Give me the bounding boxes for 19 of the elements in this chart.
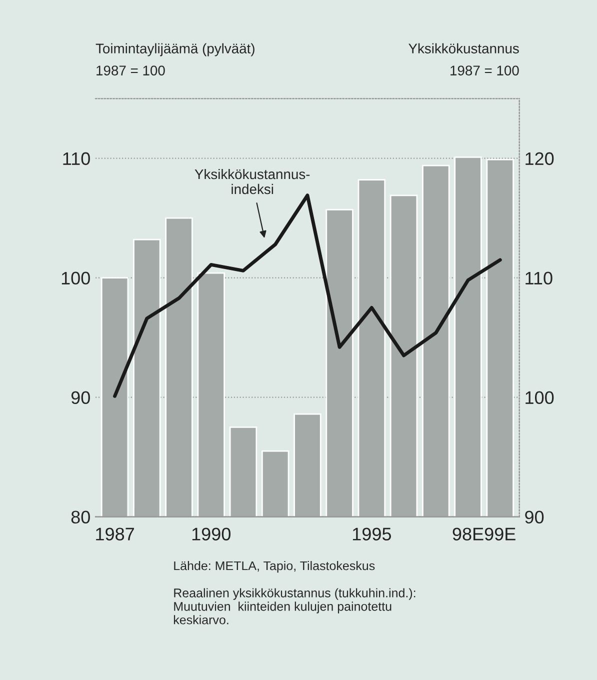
- text: Lähde: METLA, Tapio, Tilastokeskus: [174, 561, 375, 573]
- text: Reaalinen yksikkökustannus (tukkuhin.ind.): Muutuvien kiinteiden kulujen painotettu keskiarvo.: [174, 588, 416, 624]
- x-tick-label: 1995: [352, 528, 392, 540]
- y2-tick-label: 90: [525, 510, 544, 524]
- x-tick-label: 98E: [452, 528, 484, 540]
- y-tick-label: 100: [62, 272, 90, 285]
- x-tick-label: 99E: [484, 528, 516, 540]
- y-tick-label: 110: [63, 152, 90, 166]
- line-series: [113, 194, 502, 398]
- y2-axis-title: Yksikkökustannus 1987 = 100: [408, 43, 519, 76]
- y-tick-label: 80: [71, 510, 90, 524]
- x-tick-label: 1990: [192, 528, 230, 540]
- y-axis-title: Toimintaylijäämä (pylväät) 1987 = 100: [96, 43, 254, 76]
- y2-tick-label: 120: [526, 152, 554, 166]
- y2-tick-label: 110: [526, 272, 552, 285]
- annotation: Yksikkökustannus- indeksi: [194, 168, 310, 194]
- y2-tick-label: 100: [526, 391, 554, 404]
- x-tick-label: 1987: [96, 528, 134, 540]
- y-tick-label: 90: [71, 391, 90, 404]
